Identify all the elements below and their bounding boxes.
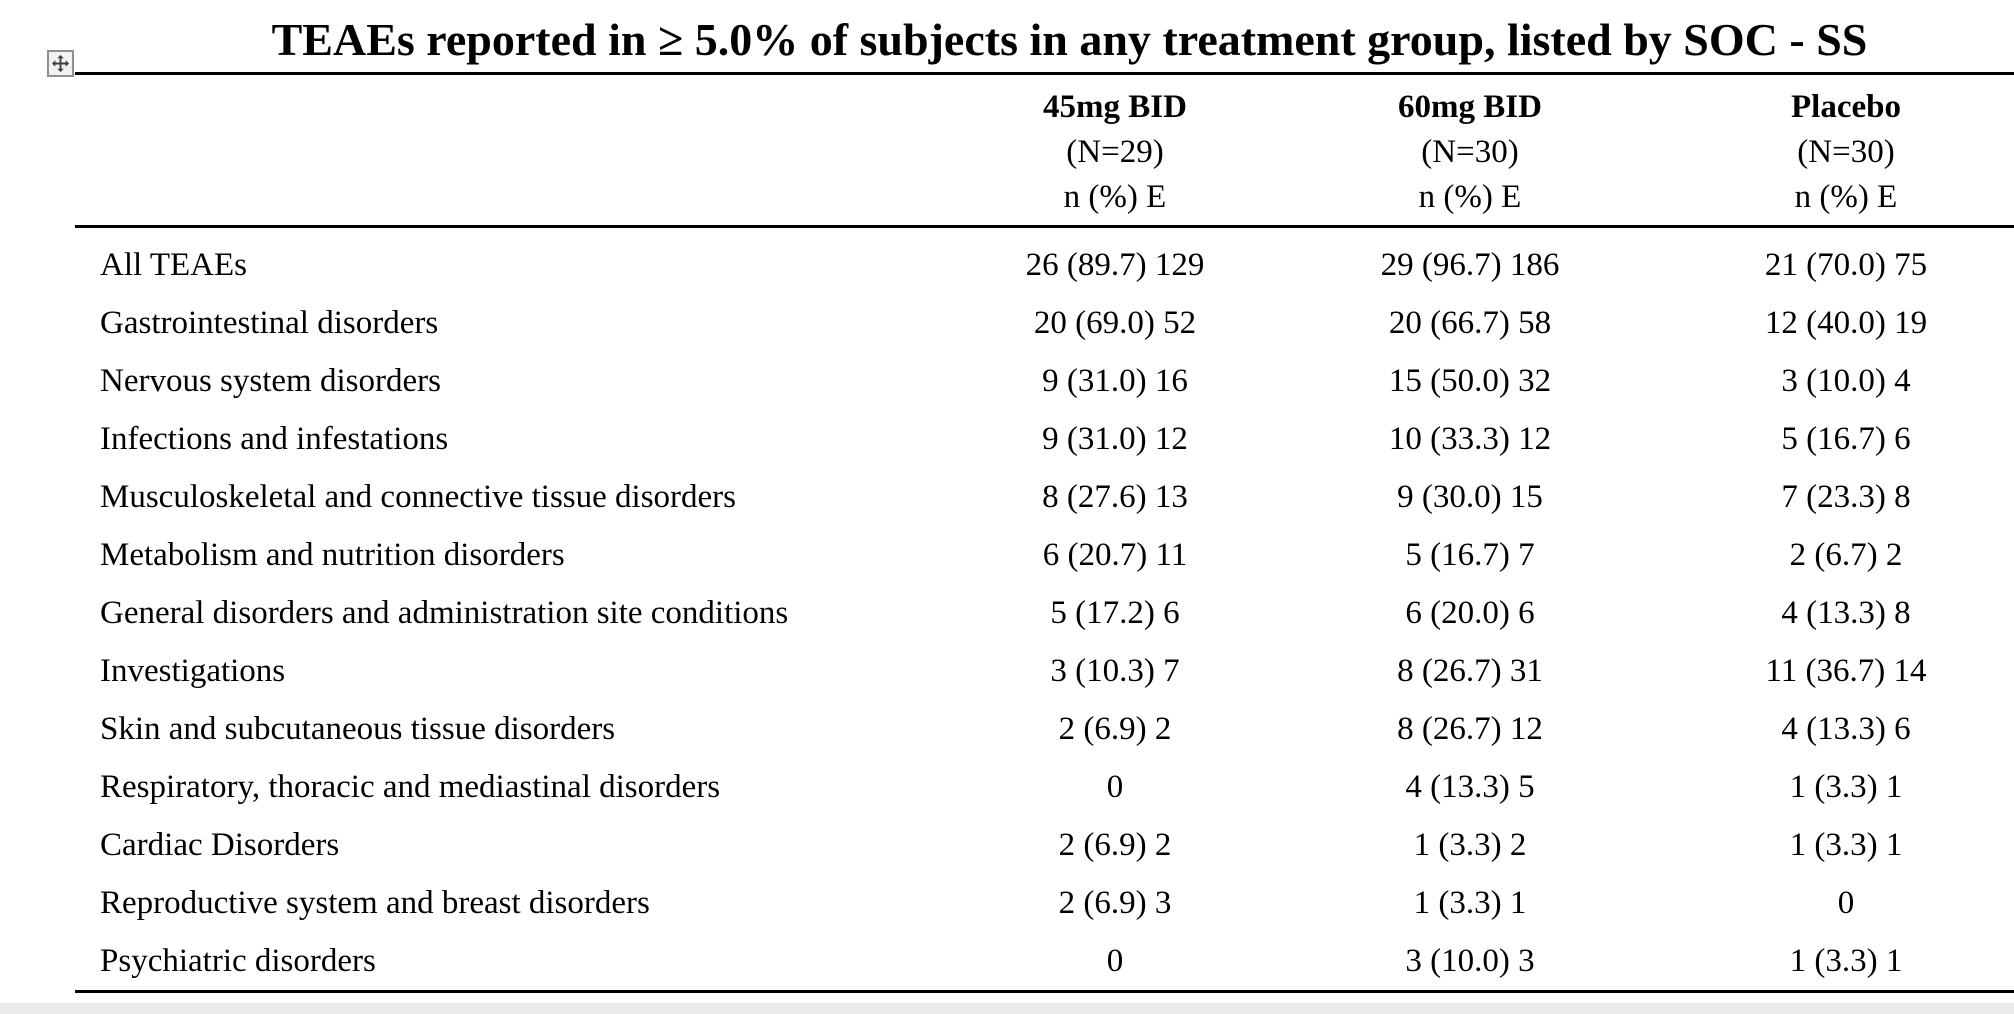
cell-placebo: 4 (13.3) 6 — [1781, 710, 1911, 747]
cell-60mg: 5 (16.7) 7 — [1405, 536, 1535, 573]
row-label: Metabolism and nutrition disorders — [100, 536, 565, 573]
cell-placebo: 3 (10.0) 4 — [1781, 362, 1911, 399]
cell-45mg: 8 (27.6) 13 — [1042, 478, 1188, 515]
row-label: Respiratory, thoracic and mediastinal di… — [100, 768, 721, 805]
table-row: Investigations 3 (10.3) 7 8 (26.7) 31 11… — [75, 642, 2014, 700]
cell-45mg: 2 (6.9) 3 — [1058, 884, 1172, 921]
move-icon — [52, 55, 69, 72]
table-row: General disorders and administration sit… — [75, 584, 2014, 642]
cell-60mg: 9 (30.0) 15 — [1397, 478, 1543, 515]
cell-placebo: 0 — [1837, 884, 1855, 921]
column-header-60mg-bid: 60mg BID (N=30) n (%) E — [1290, 85, 1650, 225]
table-row: Infections and infestations 9 (31.0) 12 … — [75, 410, 2014, 468]
row-label: Reproductive system and breast disorders — [100, 884, 650, 921]
cell-placebo: 1 (3.3) 1 — [1789, 942, 1903, 979]
table-row: Respiratory, thoracic and mediastinal di… — [75, 758, 2014, 816]
cell-45mg: 5 (17.2) 6 — [1050, 594, 1180, 631]
column-header-45mg-bid: 45mg BID (N=29) n (%) E — [940, 85, 1290, 225]
table-move-handle[interactable] — [47, 50, 74, 77]
cell-60mg: 1 (3.3) 2 — [1413, 826, 1527, 863]
row-label: Psychiatric disorders — [100, 942, 376, 979]
table-row: All TEAEs 26 (89.7) 129 29 (96.7) 186 21… — [75, 236, 2014, 294]
cell-placebo: 7 (23.3) 8 — [1781, 478, 1911, 515]
column-label: Placebo — [1791, 89, 1901, 125]
cell-60mg: 3 (10.0) 3 — [1405, 942, 1535, 979]
column-label: 60mg BID — [1398, 89, 1542, 125]
cell-45mg: 3 (10.3) 7 — [1050, 652, 1180, 689]
table-header-row: 45mg BID (N=29) n (%) E 60mg BID (N=30) … — [75, 75, 2014, 228]
table-row: Gastrointestinal disorders 20 (69.0) 52 … — [75, 294, 2014, 352]
column-unit: n (%) E — [1418, 179, 1522, 215]
cell-45mg: 9 (31.0) 16 — [1042, 362, 1188, 399]
header-spacer — [75, 85, 940, 225]
column-unit: n (%) E — [1063, 179, 1167, 215]
table-row: Reproductive system and breast disorders… — [75, 874, 2014, 932]
column-unit: n (%) E — [1794, 179, 1898, 215]
cell-60mg: 8 (26.7) 12 — [1397, 710, 1543, 747]
row-label: Nervous system disorders — [100, 362, 441, 399]
table-row: Cardiac Disorders 2 (6.9) 2 1 (3.3) 2 1 … — [75, 816, 2014, 874]
table-row: Nervous system disorders 9 (31.0) 16 15 … — [75, 352, 2014, 410]
cell-placebo: 11 (36.7) 14 — [1765, 652, 1927, 689]
cell-45mg: 2 (6.9) 2 — [1058, 710, 1172, 747]
cell-45mg: 9 (31.0) 12 — [1042, 420, 1188, 457]
cell-placebo: 1 (3.3) 1 — [1789, 826, 1903, 863]
cell-60mg: 15 (50.0) 32 — [1388, 362, 1552, 399]
column-n: (N=30) — [1797, 134, 1895, 170]
cell-60mg: 20 (66.7) 58 — [1388, 304, 1552, 341]
table-body: All TEAEs 26 (89.7) 129 29 (96.7) 186 21… — [75, 228, 2014, 993]
cell-60mg: 29 (96.7) 186 — [1380, 246, 1560, 283]
cell-60mg: 6 (20.0) 6 — [1405, 594, 1535, 631]
cell-60mg: 8 (26.7) 31 — [1397, 652, 1543, 689]
window-edge-strip — [0, 1003, 2014, 1014]
cell-45mg: 0 — [1106, 942, 1124, 979]
row-label: Investigations — [100, 652, 286, 689]
row-label: All TEAEs — [100, 246, 247, 283]
row-label: Infections and infestations — [100, 420, 449, 457]
column-header-placebo: Placebo (N=30) n (%) E — [1650, 85, 2014, 225]
cell-placebo: 12 (40.0) 19 — [1764, 304, 1928, 341]
row-label: Musculoskeletal and connective tissue di… — [100, 478, 737, 515]
row-label: Cardiac Disorders — [100, 826, 340, 863]
table-title: TEAEs reported in ≥ 5.0% of subjects in … — [75, 0, 2014, 75]
row-label: General disorders and administration sit… — [100, 594, 789, 631]
column-n: (N=30) — [1421, 134, 1519, 170]
cell-45mg: 20 (69.0) 52 — [1033, 304, 1197, 341]
table-row: Musculoskeletal and connective tissue di… — [75, 468, 2014, 526]
table-row: Psychiatric disorders 0 3 (10.0) 3 1 (3.… — [75, 932, 2014, 990]
teae-table: TEAEs reported in ≥ 5.0% of subjects in … — [75, 0, 2014, 993]
cell-45mg: 6 (20.7) 11 — [1042, 536, 1188, 573]
row-label: Gastrointestinal disorders — [100, 304, 439, 341]
cell-45mg: 0 — [1106, 768, 1124, 805]
cell-placebo: 21 (70.0) 75 — [1764, 246, 1928, 283]
cell-placebo: 5 (16.7) 6 — [1781, 420, 1911, 457]
table-row: Skin and subcutaneous tissue disorders 2… — [75, 700, 2014, 758]
cell-placebo: 2 (6.7) 2 — [1789, 536, 1903, 573]
cell-placebo: 4 (13.3) 8 — [1781, 594, 1911, 631]
cell-45mg: 2 (6.9) 2 — [1058, 826, 1172, 863]
cell-60mg: 10 (33.3) 12 — [1388, 420, 1552, 457]
cell-placebo: 1 (3.3) 1 — [1789, 768, 1903, 805]
cell-60mg: 1 (3.3) 1 — [1413, 884, 1527, 921]
column-n: (N=29) — [1066, 134, 1164, 170]
cell-60mg: 4 (13.3) 5 — [1405, 768, 1535, 805]
row-label: Skin and subcutaneous tissue disorders — [100, 710, 616, 747]
table-row: Metabolism and nutrition disorders 6 (20… — [75, 526, 2014, 584]
cell-45mg: 26 (89.7) 129 — [1025, 246, 1205, 283]
column-label: 45mg BID — [1043, 89, 1187, 125]
